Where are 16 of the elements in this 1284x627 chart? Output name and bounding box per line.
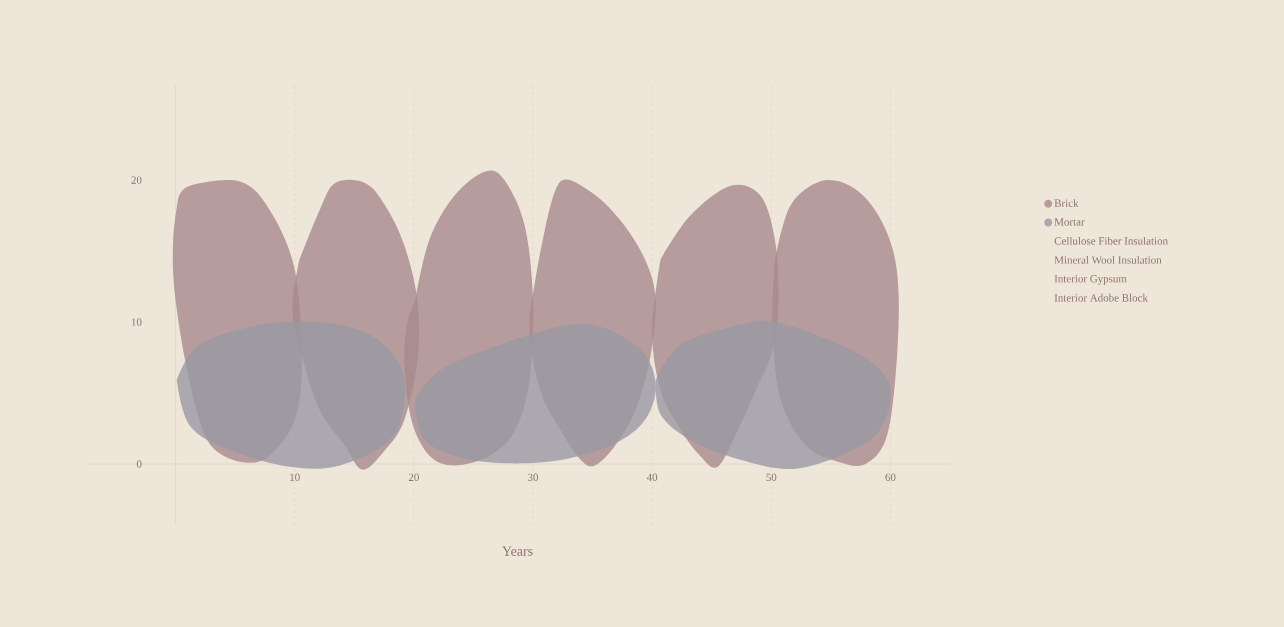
y-tick-label: 20 xyxy=(131,176,142,184)
legend-label: Brick xyxy=(1054,199,1079,207)
text: Cellulose Fiber Insulation xyxy=(1054,236,1168,245)
x-tick-label: 20 xyxy=(408,473,419,482)
legend-label: Mortar xyxy=(1054,218,1085,226)
x-axis-title: Years xyxy=(502,546,533,556)
y-tick-label: 10 xyxy=(131,318,142,326)
text: Mineral Wool Insulation xyxy=(1054,256,1162,264)
x-tick-label: 40 xyxy=(646,473,658,482)
x-tick-label: 50 xyxy=(766,473,777,482)
text: Interior Adobe Block xyxy=(1054,293,1148,302)
x-tick-label: 30 xyxy=(528,473,539,482)
y-tick-label: 0 xyxy=(136,460,142,468)
x-tick-label: 10 xyxy=(290,473,300,482)
text: Interior Gypsum xyxy=(1054,275,1127,285)
x-tick-label: 60 xyxy=(885,473,896,482)
